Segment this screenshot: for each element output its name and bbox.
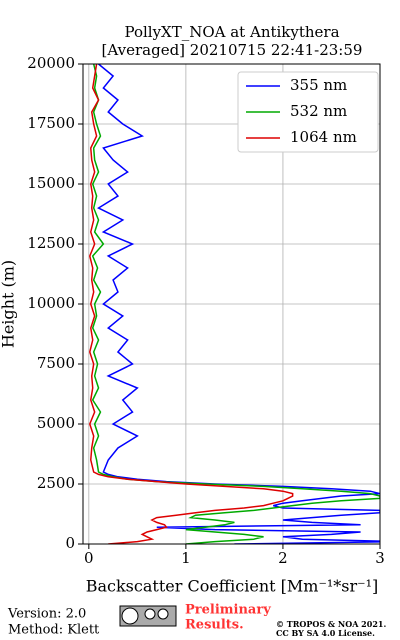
- chart-title: PollyXT_NOA at Antikythera: [124, 23, 339, 41]
- x-tick-label: 1: [181, 549, 191, 567]
- version: Version: 2.0: [7, 607, 86, 622]
- y-tick-label: 0: [65, 534, 75, 552]
- y-tick-label: 5000: [37, 414, 75, 432]
- copyright: CC BY SA 4.0 License.: [276, 628, 375, 638]
- y-tick-label: 20000: [27, 54, 75, 72]
- y-tick-label: 2500: [37, 474, 75, 492]
- plot-frame: [82, 63, 381, 545]
- x-tick-label: 0: [84, 549, 94, 567]
- y-axis-label: Height (m): [0, 260, 18, 348]
- notice: Preliminary: [185, 603, 271, 618]
- x-tick-label: 3: [375, 549, 385, 567]
- y-tick-label: 10000: [27, 294, 75, 312]
- chart-subtitle: [Averaged] 20210715 22:41-23:59: [102, 41, 363, 59]
- legend-box: [237, 71, 379, 153]
- y-tick-label: 15000: [27, 174, 75, 192]
- profile-line: [88, 64, 294, 544]
- notice: Results.: [185, 618, 244, 633]
- method: Method: Klett: [8, 623, 100, 638]
- license-logo: [119, 605, 177, 627]
- legend-label: 1064 nm: [290, 128, 357, 146]
- x-tick-label: 2: [278, 549, 288, 567]
- legend-label: 532 nm: [290, 102, 347, 120]
- legend-label: 355 nm: [290, 76, 347, 94]
- plot-area: [88, 64, 380, 544]
- y-tick-label: 17500: [27, 114, 75, 132]
- profile-line: [96, 64, 380, 544]
- y-tick-label: 12500: [27, 234, 75, 252]
- copyright: © TROPOS & NOA 2021.: [276, 619, 386, 629]
- profile-line: [91, 64, 380, 544]
- y-tick-label: 7500: [37, 354, 75, 372]
- x-axis-label: Backscatter Coefficient [Mm⁻¹*sr⁻¹]: [86, 577, 379, 596]
